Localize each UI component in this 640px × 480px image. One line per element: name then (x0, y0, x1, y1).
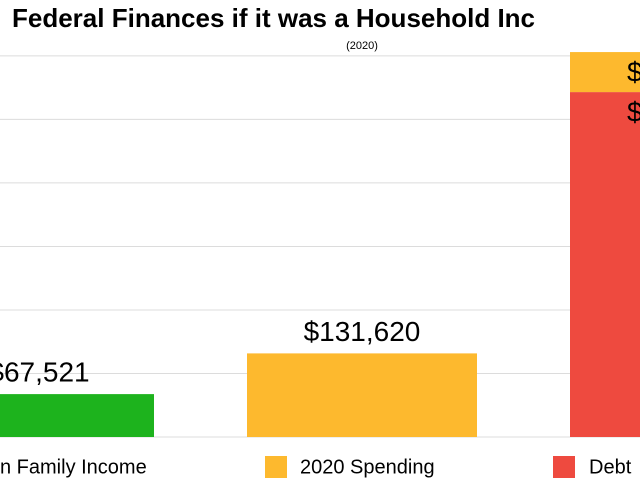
bar (570, 52, 640, 93)
legend-swatch (265, 456, 287, 478)
value-label: $5 (627, 96, 640, 127)
bar (247, 353, 477, 437)
chart-subtitle: (2020) (346, 40, 378, 52)
chart-title: Federal Finances if it was a Household I… (12, 3, 535, 33)
legend-label: 2020 Spending (300, 456, 435, 478)
bar (0, 394, 154, 437)
bar (570, 92, 640, 438)
legend-label: n Family Income (0, 456, 147, 478)
legend-label: Debt (589, 456, 632, 478)
value-label: $ (627, 56, 640, 87)
legend-swatch (553, 456, 575, 478)
value-label: $131,620 (304, 316, 421, 347)
value-label: $67,521 (0, 357, 90, 388)
